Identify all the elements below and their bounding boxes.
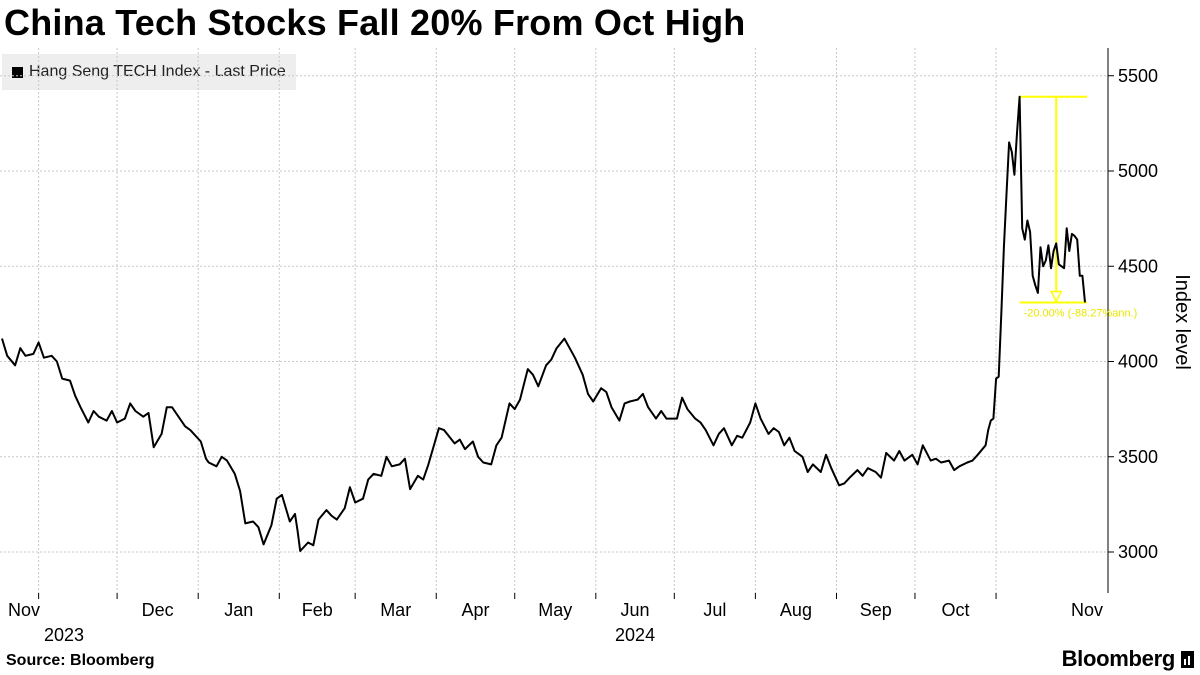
y-tick-label: 4000 [1118,352,1158,372]
annotation-label: -20.00% (-88.27%ann.) [1024,307,1138,319]
x-tick-label: Feb [302,600,333,620]
drawdown-annotation: -20.00% (-88.27%ann.) [1019,95,1138,319]
x-tick-label: Jun [621,600,650,620]
x-tick-label: Dec [142,600,174,620]
x-tick-label: Nov [1071,600,1103,620]
bloomberg-mark-icon [1181,650,1194,668]
x-tick-label: Jan [224,600,253,620]
grid-lines [0,48,1108,593]
x-tick-label: Mar [380,600,411,620]
x-year-label: 2023 [44,625,84,645]
y-tick-label: 3500 [1118,447,1158,467]
x-tick-label: Aug [780,600,812,620]
chart-title: China Tech Stocks Fall 20% From Oct High [4,2,746,43]
y-tick-label: 4500 [1118,256,1158,276]
x-tick-label: Sep [860,600,892,620]
x-tick-label: Apr [461,600,489,620]
series-layer [1,95,1086,552]
x-tick-label: Jul [703,600,726,620]
y-tick-label: 5500 [1118,66,1158,86]
y-tick-label: 5000 [1118,161,1158,181]
chart-legend: Hang Seng TECH Index - Last Price [2,54,296,90]
x-tick-label: Oct [942,600,970,620]
y-axis-label: Index level [1171,274,1193,370]
legend-swatch [12,66,23,78]
x-year-label: 2024 [615,625,655,645]
source-note: Source: Bloomberg [6,652,155,669]
series-line-hang-seng-tech [1,95,1086,552]
y-tick-label: 3000 [1118,542,1158,562]
bloomberg-logo: Bloomberg [1062,646,1194,672]
annotation-arrowhead-icon [1050,290,1063,304]
brand-name: Bloomberg [1061,646,1176,671]
x-tick-label: May [538,600,572,620]
x-tick-label: Nov [8,600,40,620]
